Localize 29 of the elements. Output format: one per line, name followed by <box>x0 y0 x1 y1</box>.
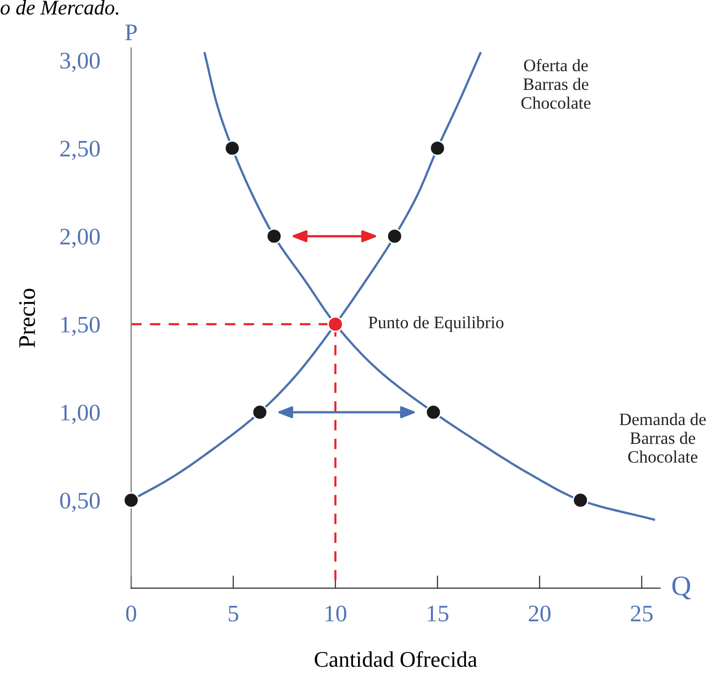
chart-title: o de Mercado. <box>0 0 118 15</box>
x-tick-label: 15 <box>428 606 448 622</box>
text: Q <box>672 576 691 600</box>
x-axis-title: Cantidad Ofrecida <box>314 651 478 667</box>
x-tick-label: 20 <box>528 606 550 622</box>
point <box>425 404 442 420</box>
annotation: Oferta de Barras de Chocolate <box>521 58 590 109</box>
point <box>572 492 588 508</box>
annotation: Demanda de Barras de Chocolate <box>620 413 706 463</box>
x-tick-label: 25 <box>630 606 653 622</box>
point <box>386 228 403 244</box>
point <box>266 228 282 244</box>
point <box>123 492 140 508</box>
x-tick-label: 10 <box>326 606 346 622</box>
y-tick-label: 3,00 <box>60 52 100 72</box>
point <box>327 316 344 332</box>
y-axis-title: Precio <box>19 288 36 348</box>
point <box>224 140 240 156</box>
annotation: Punto de Equilibrio <box>368 316 504 332</box>
y-tick-label: 2,00 <box>60 228 100 248</box>
x-tick-label: 0 <box>126 606 136 622</box>
y-tick-label: 2,50 <box>60 140 100 160</box>
y-tick-label: 1,00 <box>61 404 100 424</box>
y-tick-label: 0,50 <box>60 492 100 512</box>
point <box>430 140 446 156</box>
y-tick-label: 1,50 <box>61 316 100 336</box>
point <box>252 404 268 420</box>
x-tick-label: 5 <box>228 606 238 622</box>
text: P <box>125 24 137 40</box>
